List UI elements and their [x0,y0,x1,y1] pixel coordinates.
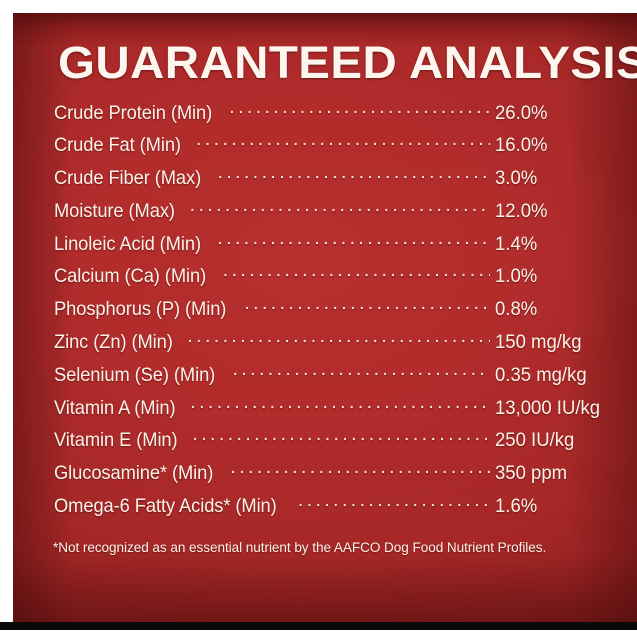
guaranteed-analysis-panel: GUARANTEED ANALYSIS Crude Protein (Min) 2… [13,13,637,622]
nutrient-name: Calcium (Ca) (Min) [54,265,207,288]
nutrient-value: 0.35 mg/kg [495,363,587,386]
dot-leader [192,427,490,447]
nutrient-name: Vitamin A (Min) [54,396,176,419]
nutrient-value: 13,000 IU/kg [495,396,601,419]
nutrient-value: 1.6% [495,495,538,518]
dot-leader [217,230,490,250]
nutrient-name: Crude Protein (Min) [54,101,213,124]
nutrient-name: Vitamin E (Min) [54,429,178,452]
nutrient-value: 3.0% [495,167,538,190]
nutrient-table: Crude Protein (Min) 26.0% Crude Fat (Min) 1… [54,99,602,525]
dot-leader [298,493,490,513]
nutrient-name: Omega-6 Fatty Acids* (Min) [54,495,277,518]
nutrient-value: 1.0% [495,265,538,288]
dot-leader [230,460,490,480]
dot-leader [232,361,490,381]
nutrient-row: Phosphorus (P) (Min) 0.8% [54,296,602,329]
dot-leader [190,394,490,414]
nutrient-row: Omega-6 Fatty Acids* (Min) 1.6% [54,493,602,526]
nutrient-row: Crude Fat (Min) 16.0% [54,132,602,165]
nutrient-value: 1.4% [495,232,538,255]
nutrient-row: Vitamin E (Min) 250 IU/kg [54,427,602,460]
dot-leader [244,296,490,316]
nutrient-row: Zinc (Zn) (Min) 150 mg/kg [54,329,602,362]
dot-leader [223,263,490,283]
nutrient-value: 12.0% [495,199,548,222]
nutrient-value: 150 mg/kg [495,331,582,354]
nutrient-value: 0.8% [495,298,538,321]
nutrient-row: Glucosamine* (Min) 350 ppm [54,460,602,493]
nutrient-row: Crude Protein (Min) 26.0% [54,99,602,132]
dot-leader [229,99,490,119]
nutrient-row: Selenium (Se) (Min) 0.35 mg/kg [54,361,602,394]
nutrient-name: Phosphorus (P) (Min) [54,298,227,321]
page-title: GUARANTEED ANALYSIS [58,37,637,88]
bottom-edge-strip [0,622,637,630]
nutrient-value: 26.0% [495,101,548,124]
dot-leader [187,329,490,349]
nutrient-name: Moisture (Max) [54,199,175,222]
nutrient-name: Linoleic Acid (Min) [54,232,201,255]
dot-leader [196,132,490,152]
nutrient-name: Glucosamine* (Min) [54,462,214,485]
nutrient-value: 350 ppm [495,462,568,485]
nutrient-name: Crude Fiber (Max) [54,167,202,190]
footnote-text: *Not recognized as an essential nutrient… [53,540,547,556]
nutrient-name: Zinc (Zn) (Min) [54,331,173,354]
nutrient-row: Vitamin A (Min) 13,000 IU/kg [54,394,602,427]
nutrient-name: Selenium (Se) (Min) [54,363,216,386]
dot-leader [218,165,491,185]
nutrient-value: 16.0% [495,134,548,157]
nutrient-row: Calcium (Ca) (Min) 1.0% [54,263,602,296]
nutrient-row: Linoleic Acid (Min) 1.4% [54,230,602,263]
nutrient-value: 250 IU/kg [495,429,575,452]
nutrient-name: Crude Fat (Min) [54,134,181,157]
nutrient-row: Moisture (Max) 12.0% [54,197,602,230]
nutrient-row: Crude Fiber (Max) 3.0% [54,165,602,198]
dot-leader [190,197,490,217]
